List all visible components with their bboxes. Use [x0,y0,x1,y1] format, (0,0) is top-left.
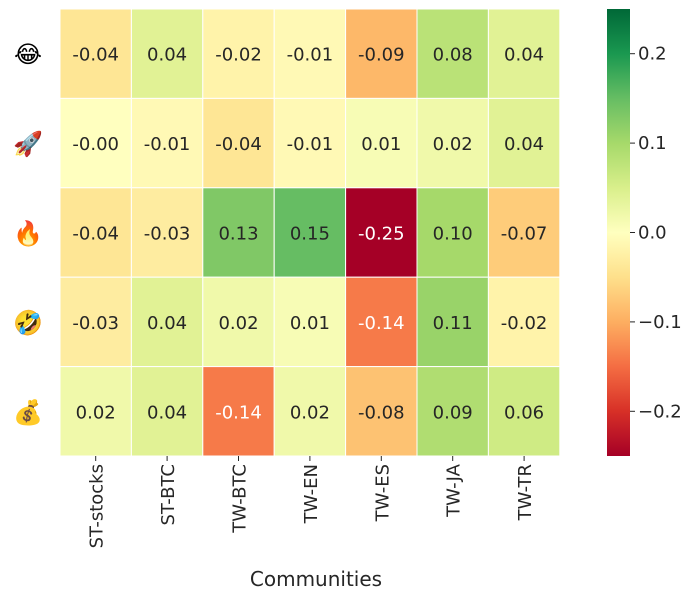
x-tick-labels: ST-stocks ST-BTC TW-BTC TW-EN TW-ES TW-JA TW-T… [87,456,536,548]
cell-value-label: 0.02 [290,402,330,423]
x-tick-label: TW-JA [444,463,465,518]
heatmap-cell [202,366,275,457]
heatmap-cell [345,97,418,189]
cell-value-label: -0.01 [287,134,334,155]
heatmap-cell [487,187,561,278]
cell-value-label: 0.09 [433,402,473,423]
colorbar-gradient [607,9,630,456]
cell-value-label: -0.14 [358,313,405,334]
x-tick-label: TW-ES [372,464,393,522]
cell-value-label: -0.03 [72,313,119,334]
cell-value-label: -0.25 [358,224,405,245]
heatmap-cell [273,276,347,368]
x-tick-label: ST-BTC [158,464,179,525]
heatmap-cell [273,187,347,278]
heatmap-cell [273,8,347,99]
heatmap-cell [130,187,204,278]
colorbar-tick-label: 0.1 [638,133,667,154]
colorbar: 0.2 0.1 0.0 −0.1 −0.2 [607,9,682,456]
cell-value-label: 0.01 [290,313,330,334]
cell-value-label: 0.01 [361,134,401,155]
heatmap-cell [416,8,489,99]
colorbar-tick-label: 0.0 [638,223,667,244]
cell-value-label: -0.03 [144,224,191,245]
cell-value-label: 0.10 [433,224,473,245]
colorbar-tick-label: 0.2 [638,44,667,65]
cell-value-label: -0.00 [72,134,119,155]
heatmap-cell [59,366,132,457]
heatmap-cell [130,276,204,368]
heatmap-cell [416,97,489,189]
colorbar-tick-label: −0.2 [638,401,682,422]
heatmap-cell [59,97,132,189]
cell-value-label: -0.07 [501,224,548,245]
rolling-on-floor-laughing-icon: 🤣 [12,309,43,338]
cell-value-label: -0.09 [358,45,405,66]
cell-value-label: 0.02 [76,402,116,423]
heatmap-cell [202,8,275,99]
heatmap-cell [416,187,489,278]
cell-value-label: 0.04 [147,313,187,334]
cell-value-label: -0.01 [144,134,191,155]
heatmap-cell [487,366,561,457]
cell-value-label: -0.01 [287,45,334,66]
heatmap-cell [345,8,418,99]
cell-value-label: -0.04 [72,224,119,245]
cell-value-label: 0.04 [147,45,187,66]
heatmap-cells: -0.04 0.04 -0.02 -0.01 -0.09 0.08 0.04 -0.00 -0.… [59,8,561,457]
heatmap-cell [130,8,204,99]
heatmap-cell [202,187,275,278]
heatmap-cell [59,276,132,368]
cell-value-label: 0.04 [504,134,544,155]
cell-value-label: 0.06 [504,402,544,423]
cell-value-label: 0.04 [504,45,544,66]
cell-value-label: 0.11 [433,313,473,334]
cell-value-label: -0.14 [215,402,262,423]
heatmap-cell [59,8,132,99]
cell-value-label: 0.15 [290,224,330,245]
x-tick-label: TW-TR [515,464,536,521]
x-axis-label: Communities [250,567,382,591]
x-tick-label: TW-BTC [230,464,251,534]
cell-value-label: 0.08 [433,45,473,66]
cell-value-label: 0.04 [147,402,187,423]
colorbar-tick-label: −0.1 [638,312,682,333]
cell-value-label: 0.13 [218,224,258,245]
row-icons: 😂 🚀 🔥 🤣 💰 [12,41,43,427]
cell-value-label: -0.04 [72,45,119,66]
cell-value-label: -0.04 [215,134,262,155]
heatmap-cell [202,97,275,189]
cell-value-label: -0.02 [215,45,262,66]
x-tick-label: ST-stocks [87,464,108,548]
fire-icon: 🔥 [13,220,43,248]
rocket-icon: 🚀 [13,130,43,158]
heatmap-cell [487,276,561,368]
x-tick-label: TW-EN [301,464,322,524]
heatmap-cell [416,276,489,368]
heatmap-cell [487,97,561,189]
cell-value-label: -0.08 [358,402,405,423]
cell-value-label: 0.02 [218,313,258,334]
money-bag-icon: 💰 [13,398,43,426]
heatmap-cell [345,187,418,278]
cell-value-label: -0.02 [501,313,548,334]
face-with-tears-of-joy-icon: 😂 [14,41,42,69]
cell-value-label: 0.02 [433,134,473,155]
